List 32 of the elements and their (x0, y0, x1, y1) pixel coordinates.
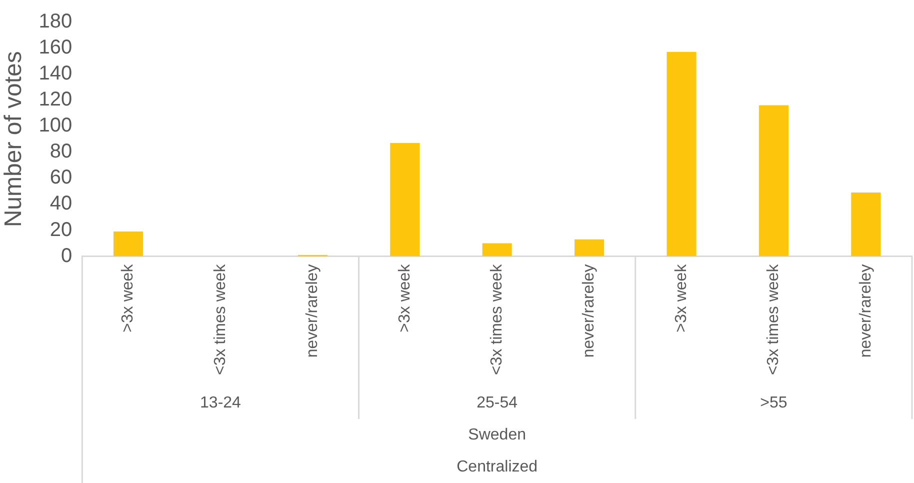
x-tick-label: never/rareley (580, 264, 598, 358)
y-tick-label: 80 (50, 140, 72, 163)
x-tick-label: >3x week (120, 263, 137, 332)
bar (758, 105, 788, 256)
bar (482, 243, 512, 256)
x-tick-label: >3x week (396, 263, 414, 332)
text: >55 (760, 394, 788, 412)
x-tick-label: <3x times week (765, 263, 782, 376)
y-tick-label: 140 (38, 62, 72, 85)
text: 25-54 (476, 394, 518, 412)
bar (666, 52, 696, 256)
bar (114, 232, 144, 256)
text: 13-24 (200, 394, 242, 412)
y-tick-label: 100 (38, 114, 72, 137)
y-tick-label: 160 (38, 36, 72, 59)
text: Centralized (456, 458, 538, 476)
y-tick-label: 120 (38, 88, 72, 111)
text: Sweden (468, 426, 526, 444)
y-tick-label: 60 (50, 166, 72, 189)
x-tick-label: <3x times week (488, 263, 506, 376)
y-tick-label: 40 (50, 192, 72, 215)
y-axis-title: Number of votes (0, 51, 28, 228)
y-tick-label: 20 (50, 218, 72, 241)
y-tick-label: 180 (38, 10, 72, 33)
bar (390, 143, 420, 256)
bar (574, 239, 604, 256)
y-tick-label: 0 (61, 244, 72, 267)
x-tick-label: >3x week (672, 263, 690, 332)
x-tick-label: never/rareley (304, 264, 322, 358)
x-tick-label: never/rareley (857, 264, 874, 358)
x-tick-label: <3x times week (212, 263, 229, 376)
bar (851, 192, 881, 256)
